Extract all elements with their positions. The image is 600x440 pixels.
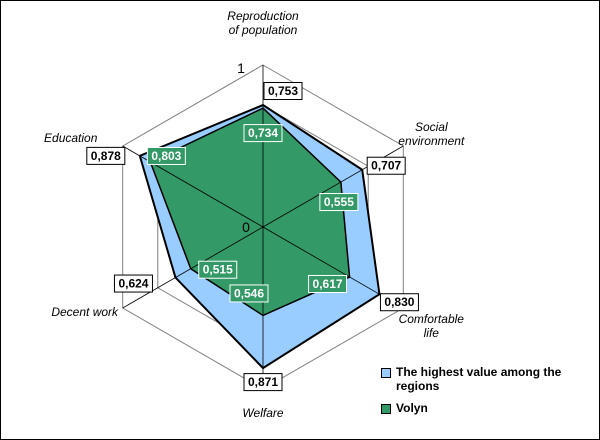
data-label-box-s1-1: [319, 193, 359, 212]
axis-label-4-line-0: Decent work: [51, 305, 119, 319]
data-label-box-s1-3: [229, 284, 269, 303]
legend-label-volyn: Volyn: [396, 401, 428, 415]
axis-spoke-5: [122, 145, 264, 228]
axis-label-0-line-0: Reproduction: [227, 9, 299, 23]
axis-label-2-line-1: life: [424, 326, 440, 340]
legend-swatch-highest: [381, 368, 391, 378]
legend: The highest value among the regions Voly…: [381, 365, 581, 423]
data-label-box-s0-5: [86, 146, 126, 165]
legend-item-highest: The highest value among the regions: [381, 365, 581, 393]
data-label-s1-3: 0,546: [234, 286, 264, 300]
axis-spoke-4: [122, 226, 264, 309]
data-label-box-s1-0: [243, 124, 283, 143]
data-label-s1-0: 0,734: [248, 126, 278, 140]
axis-label-2-line-0: Comfortable: [399, 312, 465, 326]
data-label-s1-2: 0,617: [313, 277, 343, 291]
data-label-s0-2: 0,830: [384, 295, 414, 309]
axis-spoke-2: [262, 226, 404, 309]
scale-max-label: 1: [237, 60, 245, 76]
axis-label-1-line-1: environment: [398, 134, 465, 148]
axis-label-5-line-0: Education: [44, 131, 98, 145]
scale-min-label: 0: [242, 219, 250, 235]
data-label-box-s0-1: [366, 156, 406, 175]
axis-label-1-line-0: Social: [415, 120, 448, 134]
data-label-s1-1: 0,555: [324, 195, 354, 209]
data-label-s0-1: 0,707: [371, 159, 401, 173]
legend-label-highest: The highest value among the regions: [396, 365, 562, 393]
data-label-box-s1-4: [198, 260, 238, 279]
data-label-box-s1-5: [146, 146, 186, 165]
data-label-s0-4: 0,624: [118, 277, 148, 291]
data-label-box-s0-4: [113, 274, 153, 293]
data-label-box-s0-0: [263, 82, 303, 101]
data-label-box-s0-3: [243, 373, 283, 392]
data-label-s0-5: 0,878: [91, 149, 121, 163]
data-label-box-s1-2: [308, 274, 348, 293]
data-label-s0-0: 0,753: [268, 84, 298, 98]
data-label-s1-4: 0,515: [203, 263, 233, 277]
axis-label-0-line-1: of population: [229, 23, 298, 37]
data-label-s0-3: 0,871: [248, 375, 278, 389]
axis-label-3-line-0: Welfare: [242, 406, 283, 420]
legend-item-volyn: Volyn: [381, 401, 581, 415]
data-label-box-s0-2: [379, 293, 419, 312]
data-label-s1-5: 0,803: [151, 149, 181, 163]
legend-swatch-volyn: [381, 404, 391, 414]
